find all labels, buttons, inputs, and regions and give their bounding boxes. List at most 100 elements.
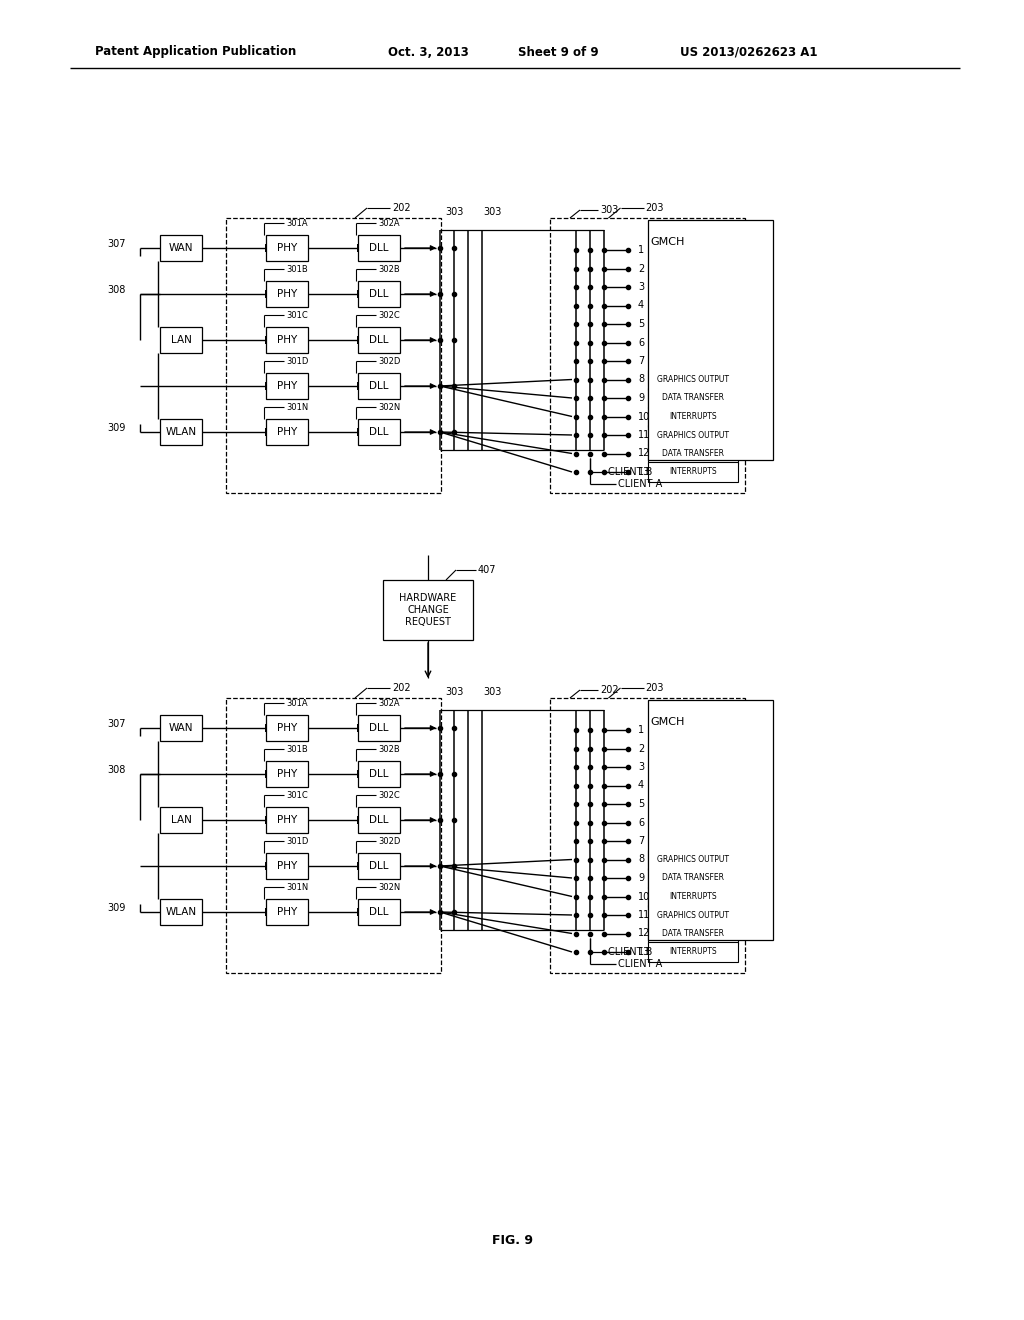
Text: 302A: 302A (378, 219, 399, 227)
Text: PHY: PHY (276, 381, 297, 391)
Text: 2: 2 (638, 264, 644, 273)
Text: GRAPHICS OUTPUT: GRAPHICS OUTPUT (657, 911, 729, 920)
Bar (648, 887, 738, 907)
Text: WAN: WAN (169, 243, 194, 253)
Bar (358, 899, 400, 925)
Text: GRAPHICS OUTPUT: GRAPHICS OUTPUT (657, 375, 729, 384)
Text: GMCH: GMCH (651, 717, 685, 727)
Text: 309: 309 (108, 422, 126, 433)
Text: 302A: 302A (378, 698, 399, 708)
Text: 6: 6 (638, 338, 644, 347)
Text: 309: 309 (108, 903, 126, 913)
Text: DATA TRANSFER: DATA TRANSFER (662, 449, 724, 458)
Bar (648, 942, 738, 962)
Bar (160, 715, 202, 741)
Text: CLIENT A: CLIENT A (618, 479, 663, 488)
Text: GMCH: GMCH (651, 238, 685, 247)
Bar (226, 698, 441, 973)
Text: 3: 3 (638, 282, 644, 292)
Text: 301B: 301B (286, 264, 308, 273)
Text: 302C: 302C (378, 310, 399, 319)
Bar (648, 388, 738, 408)
Text: GRAPHICS OUTPUT: GRAPHICS OUTPUT (657, 430, 729, 440)
Text: 10: 10 (638, 412, 650, 421)
Text: DLL: DLL (370, 723, 389, 733)
Text: DATA TRANSFER: DATA TRANSFER (662, 929, 724, 939)
Text: CLIENT A: CLIENT A (618, 960, 663, 969)
Bar (266, 853, 308, 879)
Text: DATA TRANSFER: DATA TRANSFER (662, 874, 724, 883)
Text: PHY: PHY (276, 907, 297, 917)
Text: 5: 5 (638, 799, 644, 809)
Text: 301D: 301D (286, 837, 308, 846)
Text: 203: 203 (645, 203, 664, 213)
Text: Sheet 9 of 9: Sheet 9 of 9 (518, 45, 599, 58)
Bar (266, 715, 308, 741)
Text: 303: 303 (444, 686, 463, 697)
Text: 12: 12 (638, 449, 650, 458)
Text: 303: 303 (600, 205, 618, 215)
Text: 1: 1 (638, 246, 644, 255)
Bar (358, 807, 400, 833)
Bar (648, 850, 738, 870)
Text: PHY: PHY (276, 861, 297, 871)
Text: DLL: DLL (370, 907, 389, 917)
Text: 6: 6 (638, 817, 644, 828)
Text: PHY: PHY (276, 723, 297, 733)
Text: DLL: DLL (370, 289, 389, 300)
Text: 8: 8 (638, 854, 644, 865)
Text: INTERRUPTS: INTERRUPTS (670, 892, 717, 902)
Text: 301A: 301A (286, 698, 307, 708)
Bar (160, 807, 202, 833)
Text: Oct. 3, 2013: Oct. 3, 2013 (388, 45, 469, 58)
Text: DLL: DLL (370, 243, 389, 253)
Bar (266, 235, 308, 261)
Text: DATA TRANSFER: DATA TRANSFER (662, 393, 724, 403)
Text: DLL: DLL (370, 861, 389, 871)
Text: 301C: 301C (286, 310, 308, 319)
Text: 302B: 302B (378, 744, 399, 754)
Text: PHY: PHY (276, 243, 297, 253)
Text: 302B: 302B (378, 264, 399, 273)
Bar (648, 869, 738, 888)
Text: 12: 12 (638, 928, 650, 939)
Text: WLAN: WLAN (166, 907, 197, 917)
Text: 301B: 301B (286, 744, 308, 754)
Bar (383, 579, 473, 640)
Text: 302N: 302N (378, 403, 400, 412)
Bar (160, 899, 202, 925)
Bar (358, 235, 400, 261)
Bar (226, 218, 441, 492)
Bar (648, 462, 738, 482)
Text: WLAN: WLAN (166, 426, 197, 437)
Text: 303: 303 (444, 207, 463, 216)
Text: 407: 407 (478, 565, 497, 576)
Bar (160, 235, 202, 261)
Text: DLL: DLL (370, 770, 389, 779)
Text: 10: 10 (638, 891, 650, 902)
Text: 202: 202 (392, 203, 411, 213)
Bar (266, 807, 308, 833)
Text: 302D: 302D (378, 356, 400, 366)
Text: 301A: 301A (286, 219, 307, 227)
Bar (358, 327, 400, 352)
Text: 13: 13 (638, 946, 650, 957)
Bar (160, 327, 202, 352)
Bar (648, 924, 738, 944)
Text: Patent Application Publication: Patent Application Publication (95, 45, 296, 58)
Text: DLL: DLL (370, 814, 389, 825)
Bar (648, 220, 773, 459)
Text: DLL: DLL (370, 381, 389, 391)
Text: LAN: LAN (171, 814, 191, 825)
Text: HARDWARE
CHANGE
REQUEST: HARDWARE CHANGE REQUEST (399, 594, 457, 627)
Bar (550, 698, 745, 973)
Text: 301D: 301D (286, 356, 308, 366)
Bar (648, 906, 738, 925)
Text: GRAPHICS OUTPUT: GRAPHICS OUTPUT (657, 855, 729, 865)
Text: 203: 203 (645, 682, 664, 693)
Text: 302C: 302C (378, 791, 399, 800)
Text: PHY: PHY (276, 770, 297, 779)
Text: 13: 13 (638, 467, 650, 477)
Text: 301N: 301N (286, 883, 308, 891)
Text: PHY: PHY (276, 335, 297, 345)
